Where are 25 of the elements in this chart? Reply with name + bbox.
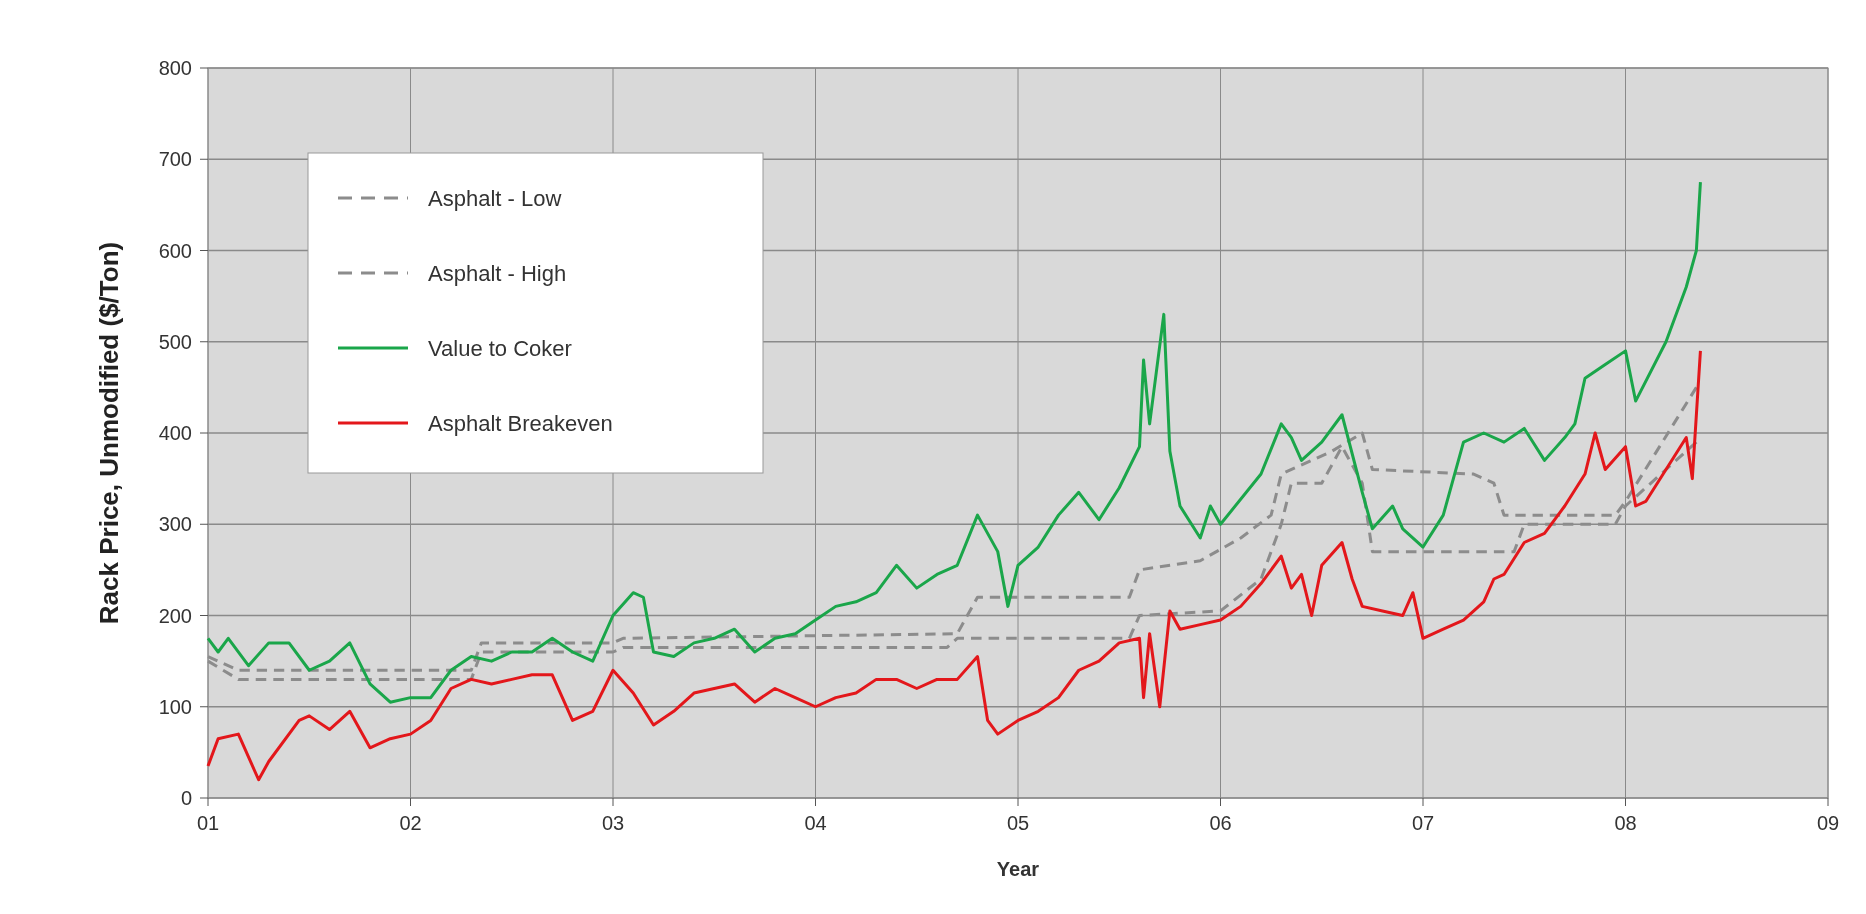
y-tick-label: 200 <box>158 604 192 627</box>
x-tick-label: 03 <box>601 812 625 834</box>
x-tick-label: 04 <box>804 812 827 834</box>
y-tick-label: 500 <box>158 330 192 353</box>
y-tick-label: 400 <box>158 422 192 444</box>
x-tick-label: 01 <box>196 812 220 834</box>
y-tick-label: 800 <box>158 57 192 79</box>
x-tick-label: 09 <box>1816 812 1840 834</box>
x-axis-title: Year <box>996 858 1040 880</box>
y-tick-label: 700 <box>158 148 192 171</box>
y-axis-title: Rack Price, Unmodified ($/Ton) <box>94 241 124 625</box>
y-tick-label: 100 <box>158 695 192 718</box>
y-tick-label: 600 <box>158 239 192 262</box>
y-tick-label: 300 <box>158 513 192 536</box>
line-series <box>206 180 1702 704</box>
y-tick-label: 0 <box>180 787 192 809</box>
x-tick-label: 06 <box>1209 812 1232 834</box>
legend-label: Asphalt Breakeven <box>428 410 613 436</box>
x-tick-label: 05 <box>1006 812 1030 834</box>
legend-label: Asphalt - Low <box>428 185 562 211</box>
x-tick-label: 02 <box>399 812 422 834</box>
x-tick-label: 08 <box>1614 812 1637 834</box>
legend-label: Value to Coker <box>428 335 572 361</box>
x-tick-label: 07 <box>1411 812 1435 834</box>
legend-label: Asphalt - High <box>428 260 567 286</box>
